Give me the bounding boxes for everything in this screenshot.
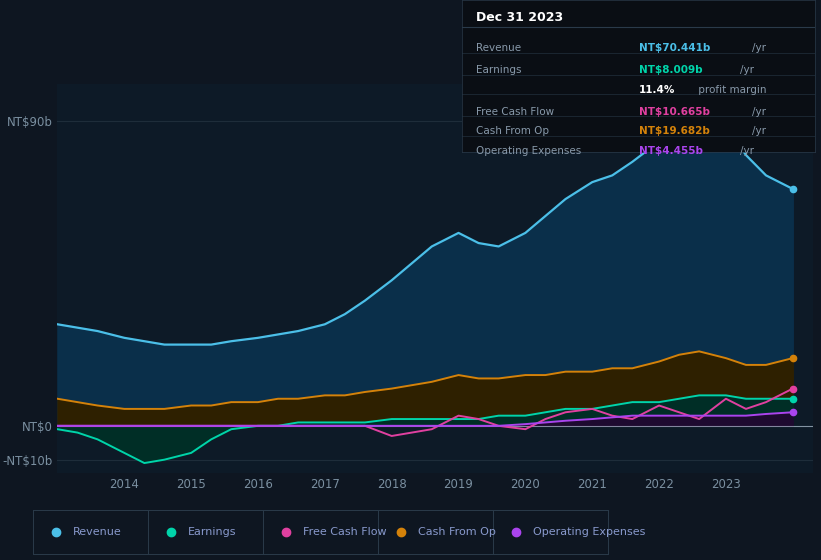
Text: /yr: /yr <box>741 66 754 76</box>
Text: /yr: /yr <box>741 146 754 156</box>
Text: Cash From Op: Cash From Op <box>476 127 549 137</box>
Text: /yr: /yr <box>752 43 766 53</box>
Text: 11.4%: 11.4% <box>639 85 675 95</box>
Text: Operating Expenses: Operating Expenses <box>533 527 645 537</box>
Text: Free Cash Flow: Free Cash Flow <box>303 527 387 537</box>
Text: profit margin: profit margin <box>695 85 767 95</box>
Text: /yr: /yr <box>752 106 766 116</box>
Text: NT$10.665b: NT$10.665b <box>639 106 709 116</box>
Text: Cash From Op: Cash From Op <box>418 527 496 537</box>
Text: Revenue: Revenue <box>73 527 122 537</box>
Text: Earnings: Earnings <box>476 66 522 76</box>
Text: Revenue: Revenue <box>476 43 521 53</box>
Text: Free Cash Flow: Free Cash Flow <box>476 106 554 116</box>
Text: NT$4.455b: NT$4.455b <box>639 146 703 156</box>
Text: NT$19.682b: NT$19.682b <box>639 127 709 137</box>
Text: Earnings: Earnings <box>188 527 236 537</box>
Text: NT$70.441b: NT$70.441b <box>639 43 710 53</box>
Text: Operating Expenses: Operating Expenses <box>476 146 581 156</box>
Text: Dec 31 2023: Dec 31 2023 <box>476 11 563 24</box>
Text: NT$8.009b: NT$8.009b <box>639 66 702 76</box>
Text: /yr: /yr <box>752 127 766 137</box>
